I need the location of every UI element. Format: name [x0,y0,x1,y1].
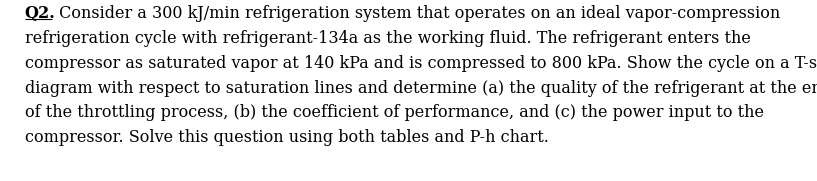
Text: Consider a 300 kJ/min refrigeration system that operates on an ideal vapor-compr: Consider a 300 kJ/min refrigeration syst… [55,5,780,22]
Text: compressor as saturated vapor at 140 kPa and is compressed to 800 kPa. Show the : compressor as saturated vapor at 140 kPa… [25,55,817,72]
Text: compressor. Solve this question using both tables and P-h chart.: compressor. Solve this question using bo… [25,129,548,146]
Text: refrigeration cycle with refrigerant-134a as the working fluid. The refrigerant : refrigeration cycle with refrigerant-134… [25,30,751,47]
Text: Q2.: Q2. [25,5,56,22]
Text: of the throttling process, (b) the coefficient of performance, and (c) the power: of the throttling process, (b) the coeff… [25,104,764,121]
Text: diagram with respect to saturation lines and determine (a) the quality of the re: diagram with respect to saturation lines… [25,80,817,97]
